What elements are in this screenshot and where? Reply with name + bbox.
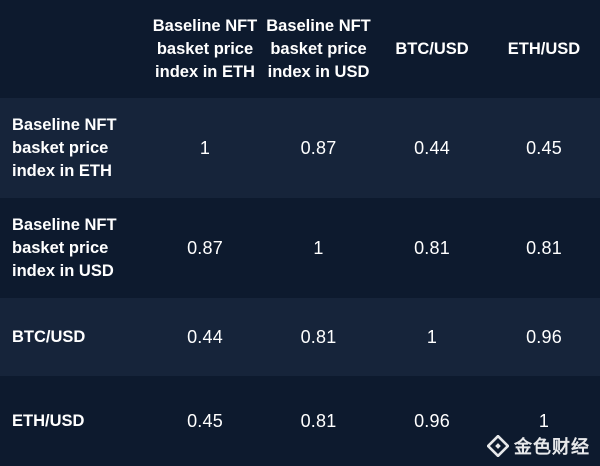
cell-value: 1 — [426, 326, 438, 347]
table-cell: 1 — [488, 376, 600, 466]
cell-value: 1 — [538, 410, 550, 431]
table-cell: 0.45 — [149, 376, 261, 466]
table-cell: 0.81 — [376, 198, 488, 298]
header-cell: ETH/USD — [488, 0, 600, 98]
table-cell: 0.81 — [488, 198, 600, 298]
cell-value: 0.81 — [300, 326, 337, 347]
watermark-text: 金色财经 — [514, 437, 590, 458]
column-header-nft-usd: Baseline NFT basket price index in USD — [266, 16, 371, 81]
table-cell: 0.96 — [488, 298, 600, 376]
table-cell: 1 — [149, 98, 261, 198]
header-cell: BTC/USD — [376, 0, 488, 98]
table-cell: 0.81 — [261, 376, 376, 466]
jinse-logo-icon — [487, 435, 509, 457]
row-label: BTC/USD — [12, 327, 86, 346]
table-cell: 0.81 — [261, 298, 376, 376]
table-header-row: Baseline NFT basket price index in ETH B… — [0, 0, 600, 98]
table-row: Baseline NFT basket price index in ETH 1… — [0, 98, 600, 198]
column-header-eth-usd: ETH/USD — [507, 39, 581, 58]
header-corner-cell — [0, 0, 149, 98]
table-cell: 0.87 — [149, 198, 261, 298]
cell-value: 0.45 — [187, 410, 223, 431]
row-label-cell: Baseline NFT basket price index in USD — [0, 198, 149, 298]
watermark: 金色财经 — [487, 433, 590, 459]
table-cell: 0.87 — [261, 98, 376, 198]
row-label-cell: ETH/USD — [0, 376, 149, 466]
cell-value: 0.81 — [526, 237, 562, 258]
cell-value: 0.81 — [300, 410, 337, 431]
table-cell: 0.44 — [376, 98, 488, 198]
cell-value: 0.81 — [414, 237, 450, 258]
cell-value: 0.96 — [526, 326, 562, 347]
cell-value: 1 — [199, 137, 211, 158]
table-cell: 1 — [261, 198, 376, 298]
table-cell: 1 — [376, 298, 488, 376]
cell-value: 0.87 — [187, 237, 223, 258]
cell-value: 0.87 — [300, 137, 337, 158]
cell-value: 0.96 — [414, 410, 450, 431]
cell-value: 0.45 — [526, 137, 562, 158]
column-header-btc-usd: BTC/USD — [395, 39, 469, 58]
row-label-cell: Baseline NFT basket price index in ETH — [0, 98, 149, 198]
cell-value: 0.44 — [187, 326, 223, 347]
table-row: ETH/USD 0.45 0.81 0.96 1 — [0, 376, 600, 466]
row-label: Baseline NFT basket price index in ETH — [12, 115, 117, 180]
table-cell: 0.96 — [376, 376, 488, 466]
column-header-nft-eth: Baseline NFT basket price index in ETH — [152, 16, 258, 81]
cell-value: 1 — [313, 237, 324, 258]
table-row: BTC/USD 0.44 0.81 1 0.96 — [0, 298, 600, 376]
cell-value: 0.44 — [414, 137, 450, 158]
table-row: Baseline NFT basket price index in USD 0… — [0, 198, 600, 298]
row-label-cell: BTC/USD — [0, 298, 149, 376]
row-label: ETH/USD — [12, 411, 85, 430]
row-label: Baseline NFT basket price index in USD — [12, 215, 117, 280]
header-cell: Baseline NFT basket price index in ETH — [149, 0, 261, 98]
header-cell: Baseline NFT basket price index in USD — [261, 0, 376, 98]
table-cell: 0.45 — [488, 98, 600, 198]
table-cell: 0.44 — [149, 298, 261, 376]
